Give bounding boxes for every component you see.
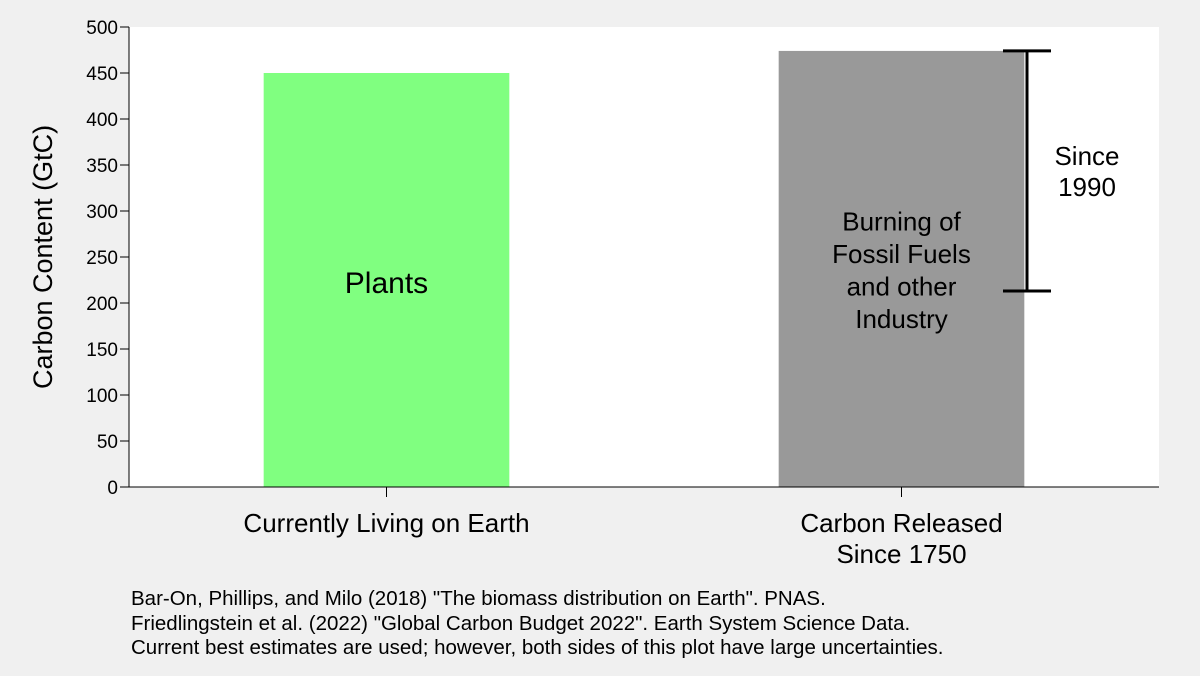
y-tick-label: 200 bbox=[86, 294, 118, 315]
y-axis-label: Carbon Content (GtC) bbox=[28, 125, 58, 389]
y-tick-label: 300 bbox=[86, 202, 118, 223]
bracket-label: 1990 bbox=[1058, 172, 1116, 202]
y-tick-label: 500 bbox=[86, 18, 118, 39]
source-notes: Bar-On, Phillips, and Milo (2018) "The b… bbox=[131, 587, 943, 661]
source-note-line: Current best estimates are used; however… bbox=[131, 636, 944, 659]
bar-label: Burning of bbox=[842, 207, 961, 237]
source-note-line: Bar-On, Phillips, and Milo (2018) "The b… bbox=[131, 587, 826, 610]
bracket-label: Since bbox=[1054, 141, 1119, 171]
bar-label: and other bbox=[847, 272, 957, 302]
x-tick-label: Carbon Released bbox=[800, 508, 1002, 538]
bar bbox=[778, 50, 1025, 488]
x-tick-label: Since 1750 bbox=[836, 539, 966, 569]
y-tick-label: 100 bbox=[86, 386, 118, 407]
y-tick-label: 450 bbox=[86, 64, 118, 85]
bar-label: Plants bbox=[345, 267, 428, 300]
bar-label: Fossil Fuels bbox=[832, 239, 971, 269]
y-tick-label: 50 bbox=[97, 432, 118, 453]
y-tick-label: 400 bbox=[86, 110, 118, 131]
bar-label: Industry bbox=[855, 304, 948, 334]
y-tick-label: 350 bbox=[86, 156, 118, 177]
y-tick-label: 0 bbox=[107, 478, 118, 499]
y-tick-label: 250 bbox=[86, 248, 118, 269]
y-tick-label: 150 bbox=[86, 340, 118, 361]
bar bbox=[263, 73, 510, 487]
source-note-line: Friedlingstein et al. (2022) "Global Car… bbox=[131, 611, 911, 635]
x-tick-label: Currently Living on Earth bbox=[243, 508, 529, 538]
